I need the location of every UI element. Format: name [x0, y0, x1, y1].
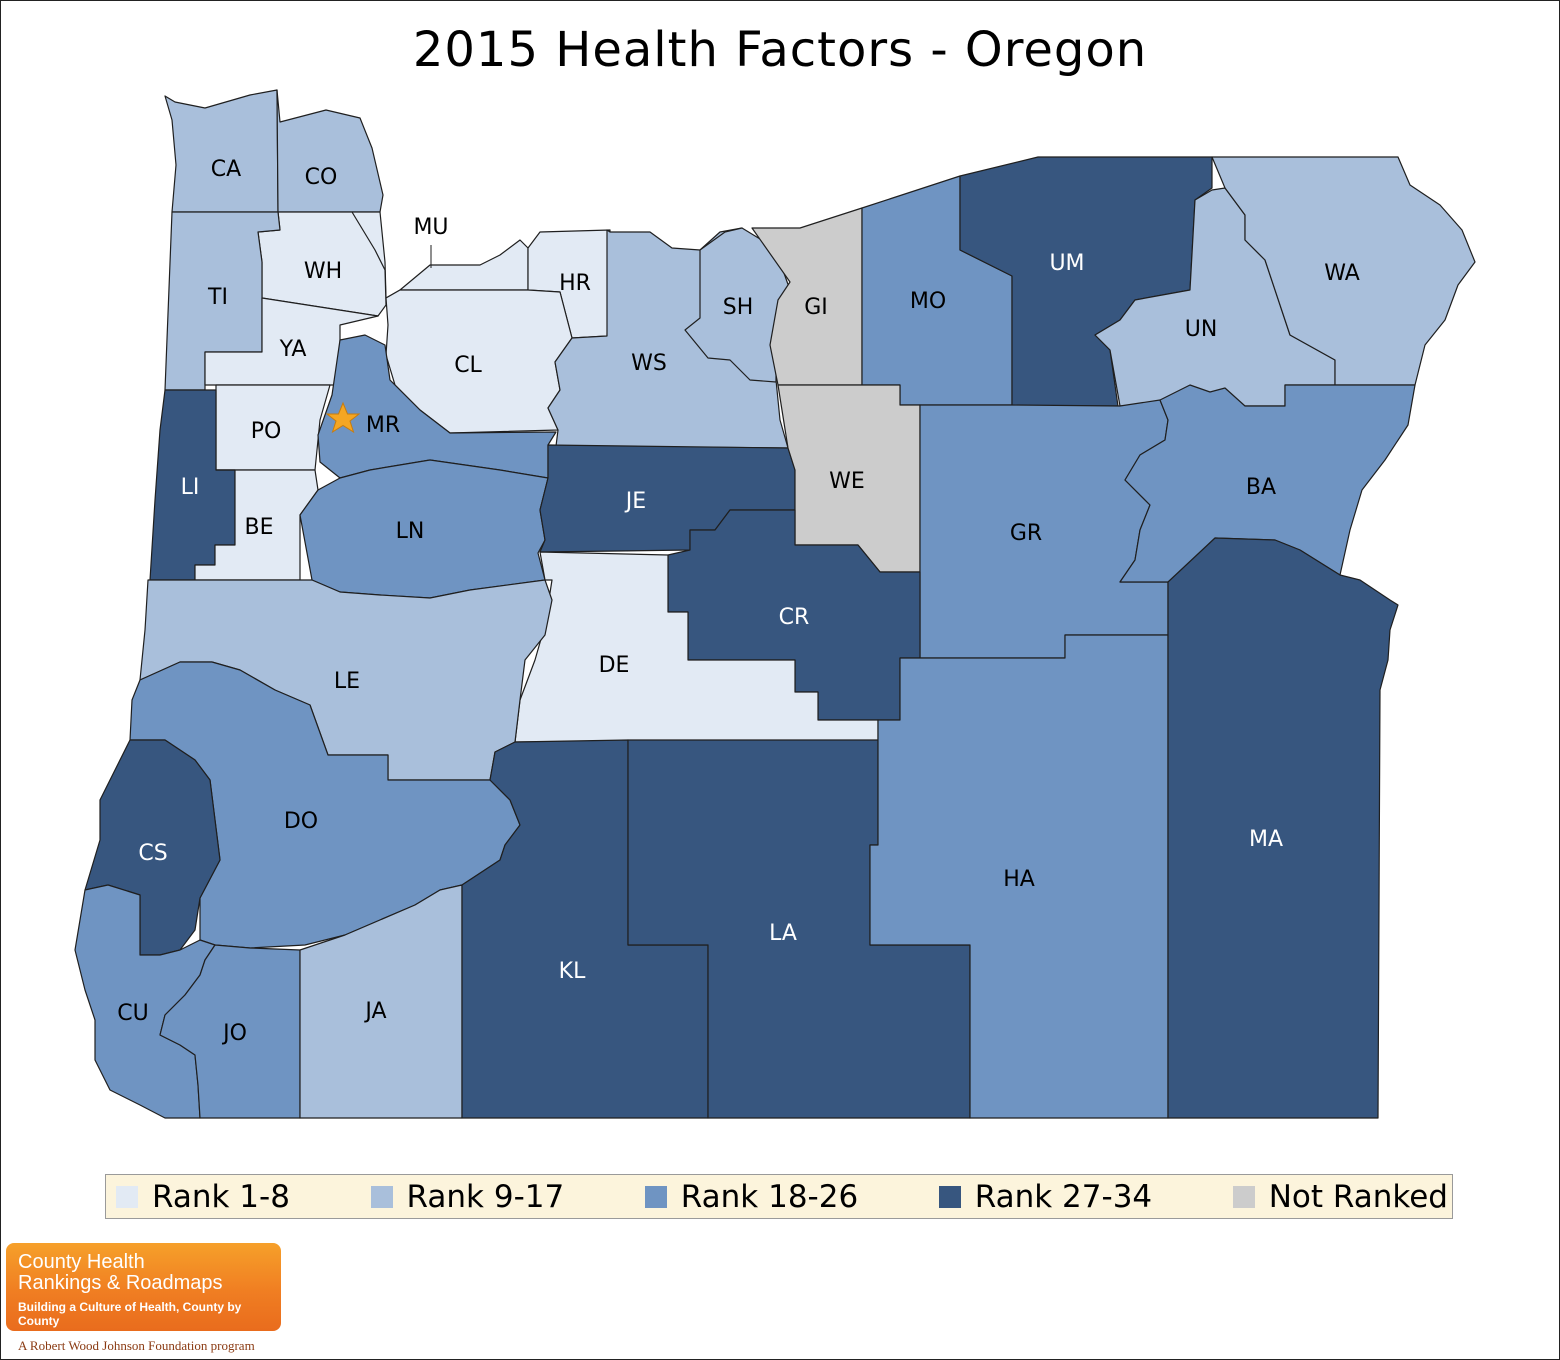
legend-item-rank-18-26: Rank 18-26	[644, 1178, 859, 1215]
county-gr	[919, 399, 1169, 659]
county-label-li: LI	[181, 475, 200, 500]
legend-item-not-ranked: Not Ranked	[1232, 1178, 1448, 1215]
county-be	[194, 469, 319, 581]
county-label-cs: CS	[138, 841, 167, 866]
county-label-cl: CL	[454, 353, 482, 378]
county-label-co: CO	[305, 165, 338, 190]
county-label-hr: HR	[559, 271, 591, 296]
county-ja	[299, 884, 463, 1119]
county-label-mo: MO	[910, 289, 946, 314]
legend-label: Rank 27-34	[974, 1178, 1153, 1215]
county-label-ln: LN	[396, 519, 425, 544]
legend-swatch	[116, 1185, 138, 1208]
county-label-ha: HA	[1003, 867, 1035, 892]
county-label-do: DO	[284, 809, 318, 834]
capital-star-icon	[325, 401, 361, 434]
county-label-ti: TI	[207, 285, 228, 310]
county-label-ws: WS	[631, 351, 667, 376]
legend-item-rank-27-34: Rank 27-34	[938, 1178, 1153, 1215]
county-label-sh: SH	[723, 295, 754, 320]
county-label-kl: KL	[559, 959, 586, 984]
logo-line-2: Rankings & Roadmaps	[18, 1272, 223, 1294]
legend-swatch	[370, 1185, 393, 1208]
map-legend: Rank 1-8 Rank 9-17 Rank 18-26 Rank 27-34 Not…	[105, 1174, 1453, 1219]
legend-item-rank-1-8: Rank 1-8	[116, 1179, 290, 1215]
county-ca	[164, 89, 279, 213]
county-label-ja: JA	[363, 999, 386, 1024]
county-label-mr: MR	[366, 413, 400, 438]
county-co	[276, 89, 384, 213]
legend-label: Rank 9-17	[406, 1178, 565, 1215]
chr-logo: County Health Rankings & Roadmaps Buildi…	[6, 1243, 281, 1331]
logo-line-1: County Health	[18, 1251, 145, 1273]
county-label-mu: MU	[413, 215, 448, 240]
logo-tagline: Building a Culture of Health, County by …	[18, 1300, 242, 1328]
county-label-ya: YA	[279, 337, 307, 362]
county-label-ba: BA	[1246, 475, 1276, 500]
county-label-wa: WA	[1324, 261, 1360, 286]
legend-swatch	[1232, 1185, 1255, 1208]
legend-label: Rank 18-26	[680, 1178, 859, 1215]
legend-swatch	[644, 1185, 667, 1208]
county-label-gr: GR	[1010, 521, 1042, 546]
rwjf-program-line: A Robert Wood Johnson Foundation program	[18, 1338, 255, 1353]
county-label-cu: CU	[117, 1001, 148, 1026]
legend-swatch	[938, 1185, 961, 1208]
county-label-je: JE	[624, 489, 646, 514]
county-wa	[1211, 156, 1476, 386]
county-label-de: DE	[599, 653, 630, 678]
legend-label: Rank 1-8	[152, 1178, 290, 1215]
county-label-cr: CR	[779, 605, 810, 630]
map-title: 2015 Health Factors - Oregon	[412, 22, 1148, 78]
county-label-la: LA	[769, 921, 797, 946]
county-label-gi: GI	[804, 295, 828, 320]
legend-item-rank-9-17: Rank 9-17	[370, 1178, 565, 1215]
county-label-ma: MA	[1249, 827, 1283, 852]
legend-label: Not Ranked	[1268, 1178, 1448, 1215]
county-label-wh: WH	[304, 259, 342, 284]
county-label-jo: JO	[221, 1021, 247, 1046]
county-label-le: LE	[334, 669, 360, 694]
county-label-um: UM	[1049, 251, 1084, 276]
county-label-un: UN	[1185, 317, 1218, 342]
county-label-ca: CA	[211, 157, 241, 182]
county-label-po: PO	[251, 419, 282, 444]
county-label-be: BE	[245, 515, 274, 540]
county-label-we: WE	[829, 469, 865, 494]
county-ma	[1167, 537, 1399, 1119]
